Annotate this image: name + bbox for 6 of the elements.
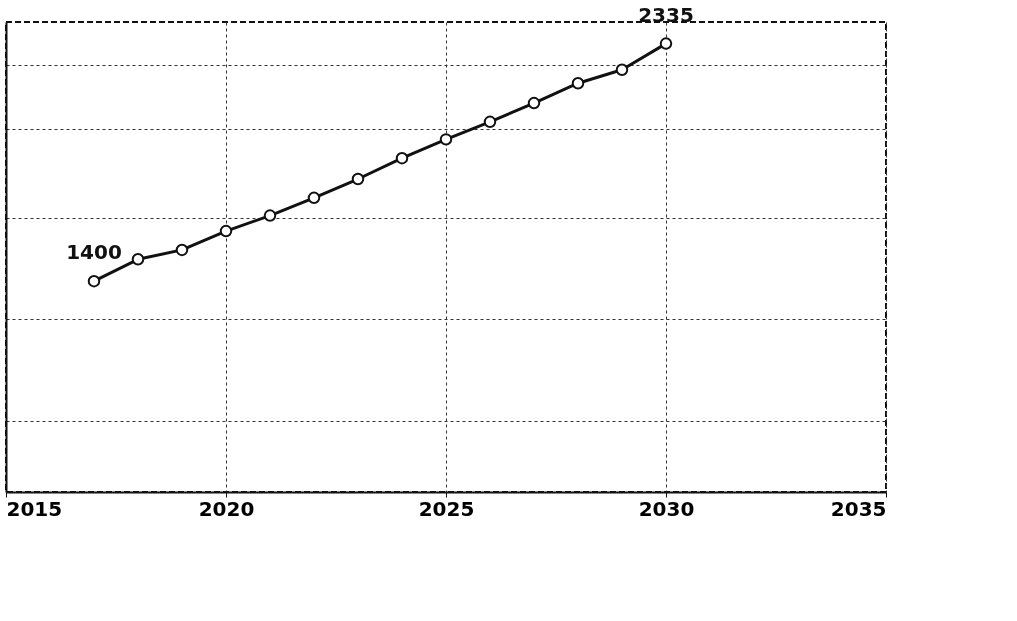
x-tick-label: 2020 [198, 496, 255, 521]
x-tick-label: 2030 [638, 496, 695, 521]
x-tick-label: 2025 [418, 496, 475, 521]
data-label: 1400 [66, 240, 122, 265]
x-tick-label: 2015 [6, 496, 63, 521]
x-tick-label: 2035 [830, 496, 887, 521]
